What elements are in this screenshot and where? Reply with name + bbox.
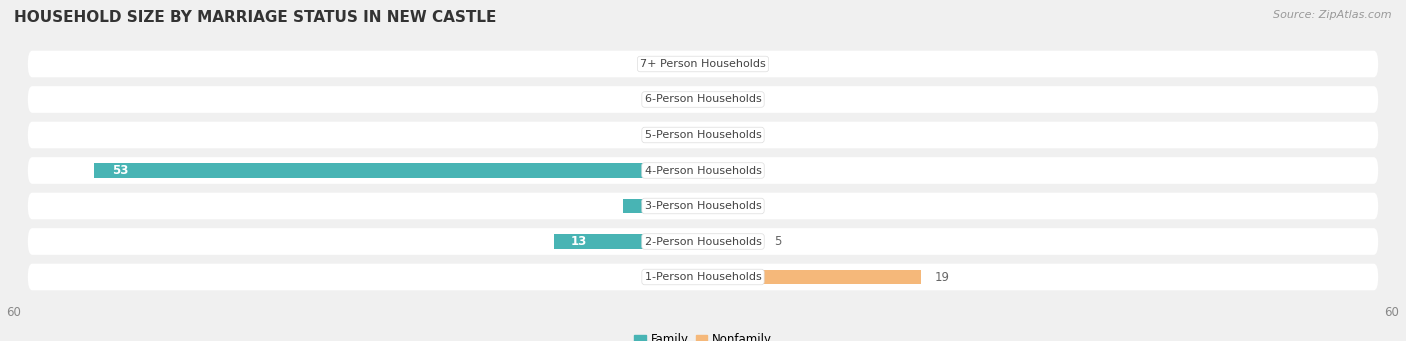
FancyBboxPatch shape [28, 228, 1378, 255]
FancyBboxPatch shape [28, 51, 1378, 77]
Text: 0: 0 [731, 164, 740, 177]
Text: 0: 0 [666, 93, 675, 106]
Bar [554, 234, 703, 249]
Text: 5: 5 [775, 235, 782, 248]
Text: Source: ZipAtlas.com: Source: ZipAtlas.com [1274, 10, 1392, 20]
Text: 5-Person Households: 5-Person Households [644, 130, 762, 140]
Text: 0: 0 [666, 58, 675, 71]
Text: 0: 0 [731, 199, 740, 212]
Text: 13: 13 [571, 235, 588, 248]
Text: 7: 7 [640, 199, 648, 212]
Text: 0: 0 [666, 129, 675, 142]
Text: 0: 0 [666, 270, 675, 283]
Bar [623, 198, 703, 213]
Text: 53: 53 [111, 164, 128, 177]
Bar [94, 163, 703, 178]
Text: 0: 0 [731, 129, 740, 142]
FancyBboxPatch shape [28, 193, 1378, 219]
Text: 3-Person Households: 3-Person Households [644, 201, 762, 211]
Text: 7+ Person Households: 7+ Person Households [640, 59, 766, 69]
FancyBboxPatch shape [28, 122, 1378, 148]
Text: HOUSEHOLD SIZE BY MARRIAGE STATUS IN NEW CASTLE: HOUSEHOLD SIZE BY MARRIAGE STATUS IN NEW… [14, 10, 496, 25]
FancyBboxPatch shape [28, 157, 1378, 184]
Text: 19: 19 [935, 270, 950, 283]
Text: 4-Person Households: 4-Person Households [644, 165, 762, 176]
Text: 1-Person Households: 1-Person Households [644, 272, 762, 282]
Text: 0: 0 [731, 93, 740, 106]
FancyBboxPatch shape [28, 86, 1378, 113]
FancyBboxPatch shape [28, 264, 1378, 290]
Bar [703, 234, 761, 249]
Legend: Family, Nonfamily: Family, Nonfamily [630, 329, 776, 341]
Text: 2-Person Households: 2-Person Households [644, 237, 762, 247]
Text: 0: 0 [731, 58, 740, 71]
Text: 6-Person Households: 6-Person Households [644, 94, 762, 104]
Bar [703, 269, 921, 284]
